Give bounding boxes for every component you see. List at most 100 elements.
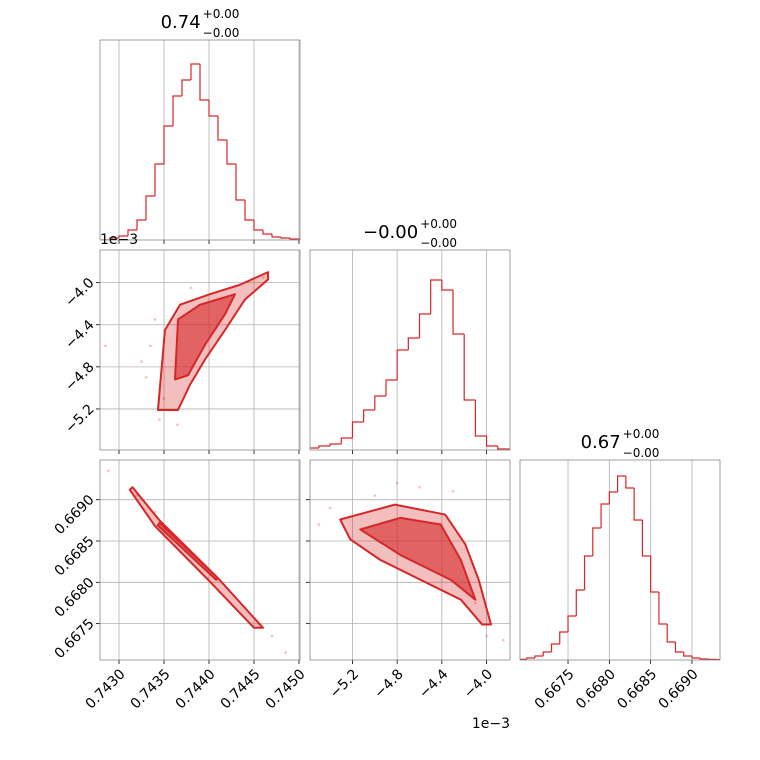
histogram-step	[534, 655, 544, 658]
x-tick-label: −5.2	[327, 666, 362, 701]
sample-point	[270, 634, 274, 638]
sample-point	[162, 397, 166, 400]
histogram-step	[474, 400, 487, 437]
histogram-step	[559, 631, 569, 644]
histogram-step	[452, 290, 465, 335]
histogram-step	[608, 491, 618, 504]
histogram-step	[163, 125, 173, 164]
histogram-step	[262, 230, 273, 235]
panel	[100, 40, 300, 240]
panel-title: 0.67	[581, 432, 621, 453]
histogram-step	[154, 163, 164, 196]
histogram-step	[567, 615, 577, 632]
histogram-step	[226, 140, 237, 165]
y-tick-label: 0.6680	[52, 575, 98, 621]
histogram-step	[235, 164, 246, 201]
x-tick-label: 0.7445	[218, 666, 264, 712]
histogram-step	[109, 237, 119, 240]
histogram-step	[318, 445, 331, 448]
histogram-step	[217, 116, 228, 141]
sample-point	[395, 481, 399, 485]
histogram-step	[351, 421, 364, 438]
histogram-step	[363, 409, 375, 422]
x-tick-label: −4.8	[371, 666, 406, 701]
histogram-step	[625, 476, 635, 489]
histogram-step	[617, 475, 626, 492]
histogram-step	[280, 237, 291, 239]
histogram-step	[374, 395, 386, 410]
histogram-step	[329, 443, 342, 446]
title-upper: +0.00	[623, 427, 660, 441]
contour	[156, 271, 270, 411]
x-tick-label: 0.7440	[173, 666, 219, 712]
sample-point	[485, 634, 488, 638]
histogram-step	[592, 527, 602, 556]
histogram-step	[497, 446, 510, 450]
sample-point	[501, 638, 505, 642]
title-upper: +0.00	[420, 217, 457, 231]
histogram-step	[145, 195, 155, 220]
x-tick-label: 0.7450	[263, 666, 309, 712]
x-offset: 1e−3	[472, 716, 510, 732]
y-offset: 1e−3	[100, 232, 138, 248]
histogram-step	[683, 652, 692, 657]
title-lower: −0.00	[203, 26, 240, 40]
sample-point	[153, 318, 157, 321]
histogram-step	[253, 220, 264, 231]
histogram-step	[583, 555, 593, 590]
x-tick-label: 0.6685	[614, 666, 660, 712]
x-tick-label: 0.6690	[656, 666, 702, 712]
histogram-step	[430, 279, 442, 314]
contour	[359, 516, 477, 601]
histogram-step	[575, 589, 585, 616]
histogram-step	[396, 349, 409, 380]
histogram-step	[441, 280, 454, 291]
x-tick-label: 0.7435	[128, 666, 174, 712]
panel	[520, 460, 720, 660]
sample-point	[144, 376, 148, 379]
y-tick-label: 0.6675	[52, 616, 98, 662]
histogram-step	[190, 63, 200, 80]
histogram-step	[600, 503, 610, 528]
panel	[310, 460, 510, 660]
histogram-step	[699, 658, 709, 660]
y-tick-label: 0.6685	[52, 533, 98, 579]
histogram-step	[716, 659, 720, 660]
histogram-step	[127, 229, 137, 236]
panel-frame	[99, 249, 301, 451]
title-upper: +0.00	[203, 7, 240, 21]
histogram-step	[650, 556, 659, 593]
histogram-step	[385, 379, 398, 396]
histogram-step	[658, 592, 668, 625]
sample-point	[261, 276, 265, 279]
histogram-step	[208, 100, 219, 117]
x-tick-label: 0.6680	[573, 666, 619, 712]
title-lower: −0.00	[623, 446, 660, 460]
histogram-step	[136, 219, 146, 230]
histogram-step	[289, 238, 300, 240]
histogram-step	[520, 658, 527, 660]
histogram-step	[407, 337, 420, 350]
histogram-step	[310, 447, 319, 449]
histogram-step	[485, 436, 498, 447]
sample-point	[106, 469, 110, 473]
y-tick-label: 0.6690	[52, 492, 98, 538]
histogram-step	[463, 334, 476, 401]
panel	[310, 250, 510, 450]
histogram-step	[542, 651, 552, 656]
panel	[100, 250, 300, 450]
sample-point	[104, 344, 107, 348]
x-tick-label: 0.7430	[83, 666, 129, 712]
panel-frame	[99, 39, 301, 241]
panel-frame	[309, 249, 511, 451]
panel-title: 0.74	[161, 12, 201, 33]
sample-point	[176, 423, 179, 427]
histogram-step	[418, 313, 431, 338]
sample-point	[451, 490, 455, 493]
sample-point	[158, 418, 161, 421]
x-tick-label: −4.0	[461, 666, 496, 701]
sample-point	[373, 494, 377, 497]
histogram-step	[641, 520, 651, 557]
sample-point	[474, 601, 477, 605]
